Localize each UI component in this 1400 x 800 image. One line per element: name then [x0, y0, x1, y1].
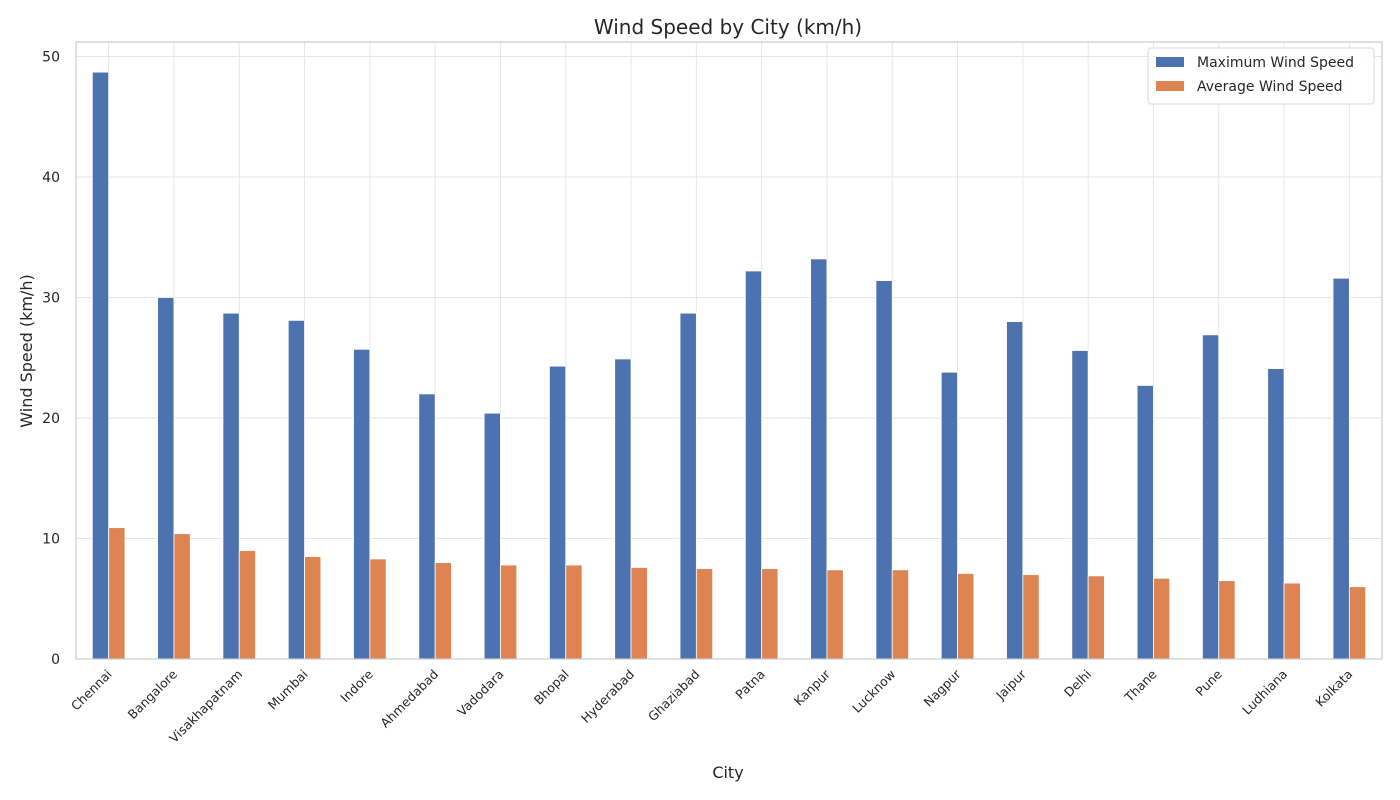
bar-maximum-wind-speed [1267, 368, 1285, 660]
bar-average-wind-speed [1218, 580, 1236, 660]
chart-title: Wind Speed by City (km/h) [594, 15, 862, 39]
x-tick-label: Thane [1121, 666, 1160, 705]
x-tick-label: Ludhiana [1239, 667, 1290, 718]
bar-average-wind-speed [1283, 582, 1301, 660]
bar-average-wind-speed [1153, 577, 1171, 660]
y-tick-label: 40 [42, 170, 60, 186]
y-tick-label: 20 [42, 411, 60, 427]
x-tick-label: Chennai [68, 667, 115, 714]
plot-frame [75, 41, 1383, 660]
x-tick-label: Mumbai [265, 667, 311, 713]
bar-maximum-wind-speed [418, 393, 436, 660]
bar-average-wind-speed [304, 556, 322, 660]
bar-average-wind-speed [1348, 586, 1367, 660]
x-axis-label: City [712, 763, 743, 782]
y-axis-label: Wind Speed (km/h) [17, 274, 36, 427]
x-tick-label: Hyderabad [578, 667, 637, 726]
x-tick-label: Bhopal [531, 667, 572, 708]
bar-average-wind-speed [630, 567, 648, 660]
x-tick-label: Pune [1192, 666, 1225, 699]
bar-maximum-wind-speed [679, 312, 697, 660]
bar-average-wind-speed [1087, 575, 1105, 660]
bar-maximum-wind-speed [810, 258, 828, 660]
x-tick-label: Kanpur [791, 666, 834, 709]
x-tick-label: Nagpur [921, 666, 965, 710]
x-tick-label: Bangalore [125, 666, 181, 722]
x-tick-label: Vadodara [454, 667, 506, 719]
legend: Maximum Wind Speed Average Wind Speed [1147, 47, 1375, 105]
bar-average-wind-speed [238, 550, 256, 660]
bar-average-wind-speed [500, 564, 518, 660]
bar-average-wind-speed [695, 568, 714, 660]
legend-swatch-maximum [1156, 57, 1184, 67]
y-tick-label: 10 [42, 531, 60, 547]
bar-maximum-wind-speed [222, 312, 240, 660]
x-tick-label: Indore [337, 666, 376, 705]
bar-maximum-wind-speed [91, 71, 110, 660]
x-tick-label: Patna [732, 667, 767, 702]
x-tick-label: Kolkata [1312, 667, 1355, 710]
bar-average-wind-speed [826, 569, 844, 660]
bar-average-wind-speed [957, 573, 975, 660]
bar-maximum-wind-speed [1332, 277, 1350, 660]
bar-average-wind-speed [761, 568, 779, 660]
grid-lines [76, 42, 1382, 660]
bar-average-wind-speed [565, 564, 583, 660]
x-tick-label: Jaipur [992, 666, 1029, 703]
bar-maximum-wind-speed [483, 412, 501, 660]
bar-maximum-wind-speed [940, 371, 958, 660]
legend-swatch-average [1156, 81, 1184, 91]
bars [91, 71, 1367, 660]
bar-average-wind-speed [891, 569, 909, 660]
legend-label-average: Average Wind Speed [1197, 79, 1342, 95]
bar-average-wind-speed [173, 533, 191, 660]
bar-maximum-wind-speed [1136, 385, 1154, 660]
y-ticks: 0 10 20 30 40 50 [42, 49, 60, 668]
bar-maximum-wind-speed [875, 280, 893, 660]
bar-maximum-wind-speed [614, 358, 632, 660]
bar-maximum-wind-speed [1071, 350, 1089, 660]
legend-label-maximum: Maximum Wind Speed [1197, 55, 1354, 71]
y-tick-label: 0 [51, 652, 60, 668]
bar-maximum-wind-speed [744, 270, 763, 660]
bar-maximum-wind-speed [157, 297, 175, 660]
bar-maximum-wind-speed [1202, 334, 1220, 660]
x-tick-label: Lucknow [849, 667, 898, 716]
x-tick-label: Ahmedabad [377, 667, 441, 731]
bar-maximum-wind-speed [353, 348, 371, 660]
bar-maximum-wind-speed [1006, 321, 1024, 660]
legend-box [1147, 47, 1375, 105]
bar-maximum-wind-speed [549, 365, 567, 660]
bar-average-wind-speed [1022, 574, 1040, 660]
x-tick-label: Delhi [1061, 667, 1094, 700]
bar-average-wind-speed [434, 562, 452, 660]
bar-average-wind-speed [108, 527, 126, 660]
y-tick-label: 30 [42, 290, 60, 306]
x-tick-label: Ghaziabad [645, 667, 703, 725]
y-tick-label: 50 [42, 49, 60, 65]
bar-average-wind-speed [369, 558, 387, 660]
bar-maximum-wind-speed [287, 319, 305, 660]
axes [75, 41, 1383, 660]
